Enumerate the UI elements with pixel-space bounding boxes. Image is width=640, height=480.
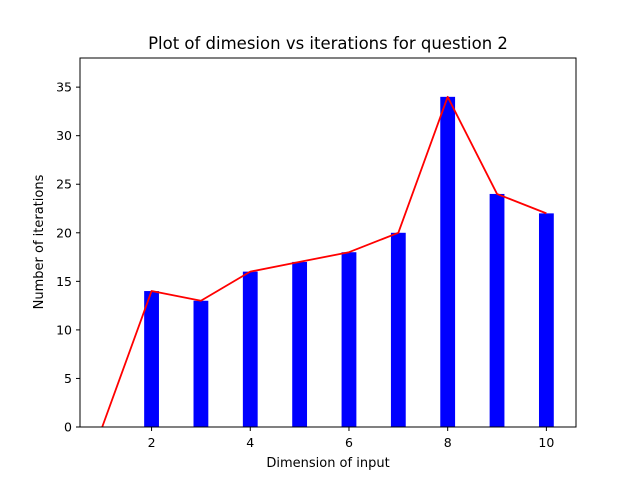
- x-axis-label: Dimension of input: [266, 456, 389, 471]
- iterations-line: [101, 95, 547, 428]
- y-tick-label: 5: [64, 371, 72, 386]
- bar-dim-8: [440, 96, 456, 427]
- y-tick-label: 15: [56, 274, 72, 289]
- y-axis-label: Number of iterations: [32, 174, 47, 309]
- bar-dim-10: [538, 213, 554, 427]
- bar-dim-9: [489, 193, 505, 427]
- x-axis-ticks: 2 4 6 8 10: [148, 427, 554, 450]
- bar-dim-7: [390, 232, 406, 427]
- bar-dim-2: [144, 291, 159, 427]
- x-tick-label: 6: [345, 435, 353, 450]
- y-tick-label: 30: [56, 128, 72, 143]
- line-layer: [101, 95, 547, 428]
- y-axis-ticks: 0 5 10 15 20 25 30 35: [56, 80, 80, 435]
- x-tick-label: 8: [444, 435, 452, 450]
- y-tick-label: 0: [64, 420, 72, 435]
- bar-dim-5: [292, 261, 308, 427]
- bar-dim-6: [341, 252, 357, 427]
- x-tick-label: 4: [246, 435, 254, 450]
- bars-layer: [144, 96, 554, 427]
- y-tick-label: 10: [56, 322, 72, 337]
- chart-title: Plot of dimesion vs iterations for quest…: [148, 34, 508, 53]
- y-tick-label: 20: [56, 225, 72, 240]
- y-tick-label: 25: [56, 177, 72, 192]
- x-tick-label: 2: [148, 435, 156, 450]
- bar-dim-3: [193, 300, 209, 427]
- x-tick-label: 10: [538, 435, 554, 450]
- bar-dim-4: [242, 271, 258, 427]
- plot-area-frame: [79, 57, 577, 428]
- y-tick-label: 35: [56, 80, 72, 95]
